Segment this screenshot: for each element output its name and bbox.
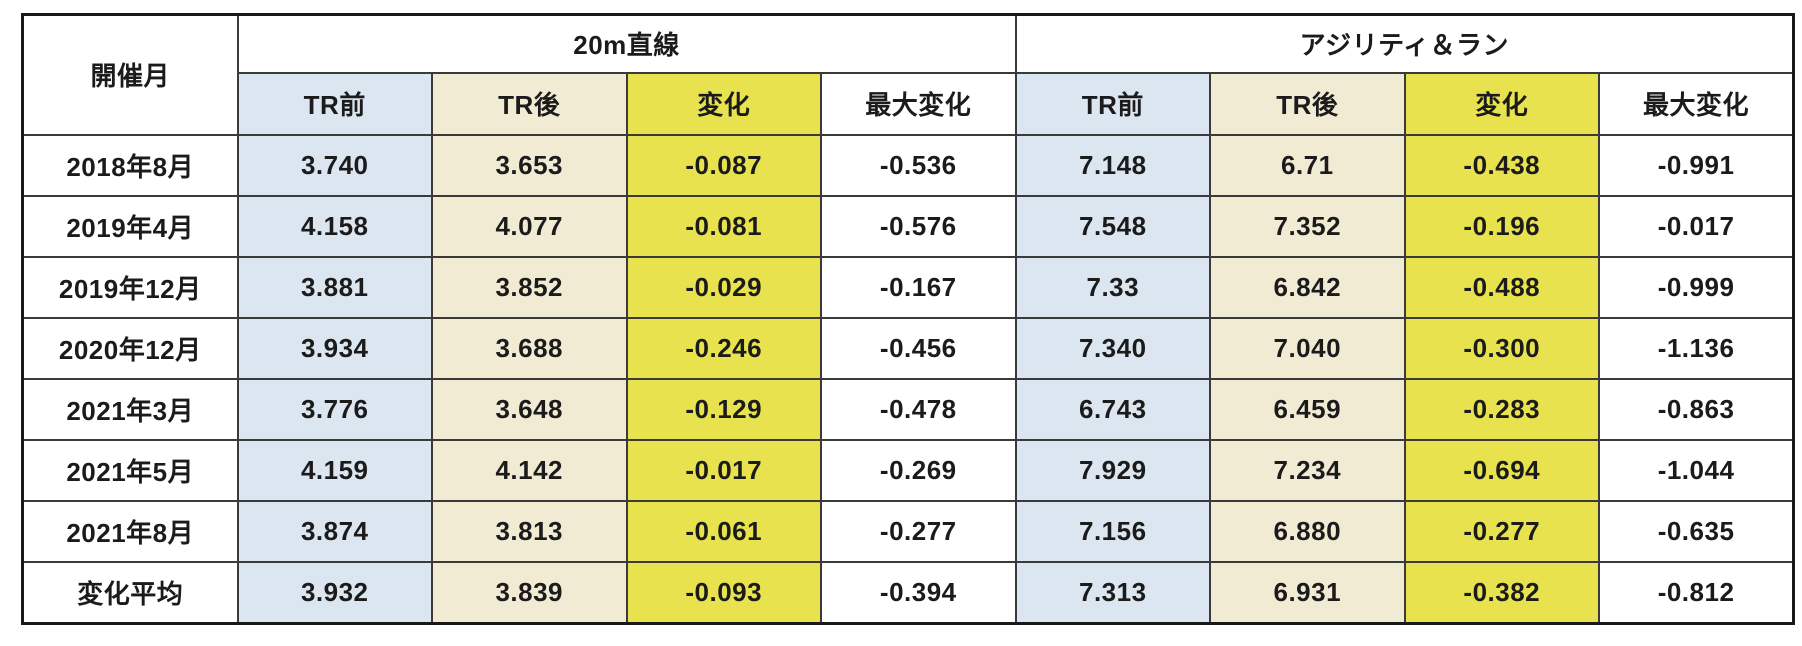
change-cell: -0.093 [625, 561, 822, 625]
tr-after-cell: 7.234 [1209, 439, 1406, 503]
table-row: 2018年8月 3.740 3.653 -0.087 -0.536 7.148 6.71 -0… [21, 133, 1795, 197]
group-header-sprint: 20m直線 [236, 13, 1017, 74]
max-change-cell: -0.812 [1598, 561, 1795, 625]
group-header-agility: アジリティ＆ラン [1014, 13, 1795, 74]
max-change-cell: -0.863 [1598, 377, 1795, 442]
agility-tr-after-header: TR後 [1209, 71, 1406, 136]
table-row: 2021年8月 3.874 3.813 -0.061 -0.277 7.156 6.880-… [21, 500, 1795, 564]
month-cell: 2019年4月 [21, 194, 239, 258]
tr-after-cell: 6.71 [1209, 133, 1406, 197]
group-header-row: 開催月 20m直線 アジリティ＆ラン [21, 13, 1795, 136]
max-change-cell: -0.017 [1598, 194, 1795, 258]
table-row: 変化平均 3.932 3.839 -0.093 -0.394 7.313 6.931 -0.3… [21, 561, 1795, 625]
max-change-cell: -0.999 [1598, 255, 1795, 319]
tr-before-cell: 3.776 [236, 377, 433, 442]
change-cell: -0.277 [1403, 500, 1601, 564]
tr-after-cell: 7.352 [1209, 194, 1406, 258]
tr-before-cell: 3.932 [236, 561, 433, 625]
max-change-cell: -0.478 [820, 377, 1017, 442]
sprint-max-change-header: 最大変化 [820, 71, 1017, 136]
sub-header-row: TR前 TR後 変化 最大変化 TR前 TR後 変化 最大変化 [23, 71, 1795, 136]
month-cell: 2018年8月 [21, 133, 239, 197]
tr-before-cell: 7.313 [1014, 561, 1212, 625]
change-cell: -0.382 [1403, 561, 1601, 625]
change-cell: -0.061 [625, 500, 822, 564]
tr-after-cell: 6.842 [1209, 255, 1406, 319]
month-cell: 変化平均 [21, 561, 239, 625]
tr-after-cell: 3.813 [431, 500, 628, 564]
change-cell: -0.694 [1403, 439, 1601, 503]
sprint-tr-after-header: TR後 [431, 71, 628, 136]
tr-after-cell: 3.648 [431, 377, 628, 442]
agility-tr-before-header: TR前 [1014, 71, 1212, 136]
max-change-cell: -0.536 [820, 133, 1017, 197]
tr-before-cell: 6.743 [1014, 377, 1212, 442]
max-change-cell: -0.394 [820, 561, 1017, 625]
change-cell: -0.029 [625, 255, 822, 319]
max-change-cell: -0.991 [1598, 133, 1795, 197]
change-cell: -0.196 [1403, 194, 1601, 258]
tr-before-cell: 3.874 [236, 500, 433, 564]
tr-after-cell: 6.459 [1209, 377, 1406, 442]
change-cell: -0.438 [1403, 133, 1601, 197]
month-cell: 2021年8月 [21, 500, 239, 564]
tr-after-cell: 7.040 [1209, 316, 1406, 381]
tr-before-cell: 4.159 [236, 439, 433, 503]
max-change-cell: -0.456 [820, 316, 1017, 381]
max-change-cell: -0.635 [1598, 500, 1795, 564]
agility-change-header: 変化 [1403, 71, 1601, 136]
month-cell: 2021年5月 [21, 439, 239, 503]
max-change-cell: -0.277 [820, 500, 1017, 564]
tr-after-cell: 3.653 [431, 133, 628, 197]
tr-before-cell: 3.740 [236, 133, 433, 197]
table-body: 2018年8月 3.740 3.653 -0.087 -0.536 7.148 6.71 -0… [21, 133, 1795, 625]
tr-after-cell: 6.880 [1209, 500, 1406, 564]
change-cell: -0.129 [625, 377, 822, 442]
table-row: 2019年4月 4.158 4.077 -0.081 -0.576 7.548 7.352-… [21, 194, 1795, 258]
change-cell: -0.087 [625, 133, 822, 197]
table-row: 2021年5月 4.159 4.142 -0.017 -0.269 7.929 7.234-… [21, 439, 1795, 503]
tr-before-cell: 7.929 [1014, 439, 1212, 503]
table-row: 2020年12月 3.934 3.688 -0.246 -0.456 7.340 7.040… [21, 316, 1795, 381]
tr-after-cell: 4.142 [431, 439, 628, 503]
sprint-tr-before-header: TR前 [236, 71, 433, 136]
tr-before-cell: 7.156 [1014, 500, 1212, 564]
tr-before-cell: 7.340 [1014, 316, 1212, 381]
change-cell: -0.488 [1403, 255, 1601, 319]
tr-after-cell: 3.852 [431, 255, 628, 319]
change-cell: -0.017 [625, 439, 822, 503]
tr-before-cell: 7.148 [1014, 133, 1212, 197]
tr-before-cell: 3.881 [236, 255, 433, 319]
max-change-cell: -1.136 [1598, 316, 1795, 381]
results-table: 開催月 20m直線 アジリティ＆ラン TR前 TR後 変化 最大変化 TR前 T… [21, 13, 1796, 625]
change-cell: -0.300 [1403, 316, 1601, 381]
max-change-cell: -0.269 [820, 439, 1017, 503]
month-cell: 2019年12月 [21, 255, 239, 319]
change-cell: -0.283 [1403, 377, 1601, 442]
sprint-change-header: 変化 [625, 71, 822, 136]
tr-after-cell: 3.688 [431, 316, 628, 381]
tr-after-cell: 4.077 [431, 194, 628, 258]
max-change-cell: -0.576 [820, 194, 1017, 258]
tr-before-cell: 7.33 [1014, 255, 1212, 319]
tr-before-cell: 7.548 [1014, 194, 1212, 258]
tr-before-cell: 4.158 [236, 194, 433, 258]
table-row: 2019年12月 3.881 3.852 -0.029 -0.167 7.33 6.842-… [21, 255, 1795, 319]
max-change-cell: -1.044 [1598, 439, 1795, 503]
tr-before-cell: 3.934 [236, 316, 433, 381]
month-cell: 2021年3月 [21, 377, 239, 442]
agility-max-change-header: 最大変化 [1598, 71, 1795, 136]
table-row: 2021年3月 3.776 3.648 -0.129 -0.478 6.743 6.459-… [21, 377, 1795, 442]
max-change-cell: -0.167 [820, 255, 1017, 319]
tr-after-cell: 3.839 [431, 561, 628, 625]
month-cell: 2020年12月 [21, 316, 239, 381]
month-column-header: 開催月 [21, 13, 239, 136]
change-cell: -0.081 [625, 194, 822, 258]
tr-after-cell: 6.931 [1209, 561, 1406, 625]
change-cell: -0.246 [625, 316, 822, 381]
